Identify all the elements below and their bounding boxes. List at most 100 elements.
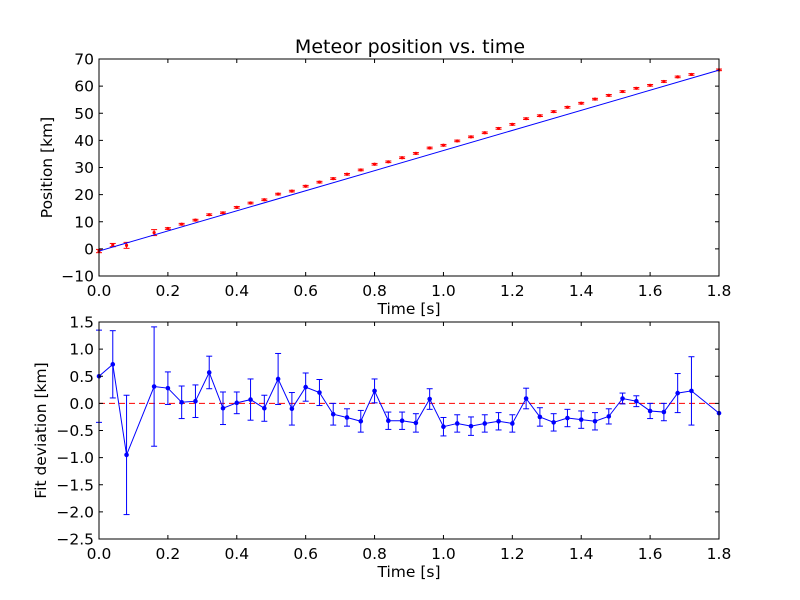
deviation-point (193, 398, 198, 404)
measurement-point (276, 192, 280, 196)
deviation-point (220, 405, 226, 411)
position-x-axis-label: Time [s] (376, 300, 440, 318)
position-x-tick-label: 1.0 (431, 282, 456, 300)
deviation-y-tick-label: −1.5 (56, 476, 94, 494)
chart-title: Meteor position vs. time (295, 36, 525, 58)
position-x-tick-label: 1.2 (500, 282, 525, 300)
deviation-x-tick-label: 1.4 (569, 545, 594, 563)
measurement-point (552, 110, 556, 114)
measurement-point (538, 114, 542, 118)
position-x-tick-label: 1.6 (638, 282, 663, 300)
measurement-point (290, 189, 294, 193)
deviation-point (647, 408, 653, 414)
measurement-point (496, 126, 501, 131)
deviation-point (675, 390, 680, 396)
position-x-tick-label: 0.0 (87, 282, 112, 300)
measurement-point (648, 83, 652, 87)
deviation-x-ticks: 0.0 0.2 0.4 0.6 0.8 1.0 1.2 1.4 1.6 1.8 (87, 322, 731, 563)
measurement-point (262, 198, 266, 202)
measurement-point (221, 211, 225, 215)
measurement-point (317, 180, 322, 184)
position-y-tick-label: 10 (74, 213, 94, 231)
deviation-y-tick-label: −2.0 (56, 503, 94, 521)
deviation-point (206, 370, 212, 375)
measurement-point (248, 201, 253, 205)
deviation-point (551, 420, 556, 425)
deviation-point (537, 414, 543, 420)
measurement-point (386, 160, 390, 164)
deviation-point (427, 396, 432, 402)
measurement-point (124, 243, 129, 247)
deviation-point (344, 415, 350, 420)
deviation-point (330, 411, 336, 417)
position-y-tick-label: 70 (74, 51, 94, 69)
measurement-point (428, 146, 432, 150)
deviation-series-line (98, 363, 720, 457)
measurement-point (304, 184, 308, 188)
deviation-x-axis-label: Time [s] (376, 563, 440, 581)
deviation-point (441, 424, 446, 430)
deviation-y-tick-label: 1.0 (69, 341, 94, 359)
position-x-ticks: 0.0 0.2 0.4 0.6 0.8 1.0 1.2 1.4 1.6 1.8 (87, 59, 732, 300)
measurement-point (607, 93, 611, 97)
deviation-point (165, 385, 171, 391)
measurement-point (345, 172, 349, 176)
deviation-point (289, 406, 295, 412)
deviation-point (248, 397, 253, 402)
deviation-point (578, 417, 584, 422)
deviation-x-tick-label: 0.0 (87, 545, 112, 563)
measurement-point (510, 122, 514, 126)
position-y-axis-label: Position [km] (38, 117, 56, 218)
measurement-point (441, 143, 446, 147)
deviation-point (399, 418, 405, 424)
measurement-point (400, 156, 404, 160)
deviation-point (275, 376, 281, 382)
measurement-point (235, 205, 239, 209)
measurement-point (331, 177, 335, 181)
fit-line (98, 69, 720, 252)
deviation-y-tick-label: 0.0 (69, 395, 94, 413)
deviation-point (454, 421, 460, 426)
deviation-y-ticks: −2.5 −2.0 −1.5 −1.0 −0.5 0.0 0.5 1.0 1.5 (56, 314, 719, 549)
deviation-x-tick-label: 1.6 (638, 545, 663, 563)
deviation-y-tick-label: −2.5 (56, 531, 94, 549)
measurement-point (111, 243, 115, 247)
position-x-tick-label: 1.4 (569, 282, 594, 300)
deviation-point (151, 384, 157, 389)
measurement-point (372, 162, 377, 166)
deviation-point (468, 423, 474, 429)
deviation-x-tick-label: 0.6 (293, 545, 318, 563)
measurement-point (634, 86, 638, 90)
deviation-point (303, 384, 308, 390)
position-y-tick-label: 40 (74, 132, 94, 150)
measurement-point (579, 101, 583, 105)
position-x-tick-label: 0.2 (156, 282, 181, 300)
deviation-point (482, 421, 488, 426)
deviation-point (262, 405, 267, 411)
measurement-point (152, 231, 156, 235)
position-x-tick-label: 0.4 (224, 282, 249, 300)
measurement-point (207, 213, 211, 217)
deviation-point (124, 452, 129, 458)
measurement-point (620, 89, 625, 94)
measurement-point (483, 131, 487, 135)
deviation-marks (96, 326, 722, 516)
position-x-tick-label: 1.8 (707, 282, 732, 300)
deviation-point (592, 418, 598, 424)
deviation-x-tick-label: 0.8 (362, 545, 387, 563)
position-y-tick-label: 20 (74, 186, 94, 204)
deviation-point (110, 362, 116, 367)
deviation-point (689, 388, 694, 394)
deviation-y-tick-label: −1.0 (56, 449, 94, 467)
deviation-point (606, 414, 612, 419)
measurement-point (455, 139, 459, 143)
measurement-point (414, 151, 418, 155)
deviation-y-tick-label: 0.5 (69, 368, 94, 386)
measurement-point (166, 226, 170, 231)
deviation-point (372, 388, 377, 394)
measurement-point (524, 117, 528, 121)
deviation-point (179, 399, 184, 405)
deviation-x-tick-label: 1.2 (500, 545, 525, 563)
